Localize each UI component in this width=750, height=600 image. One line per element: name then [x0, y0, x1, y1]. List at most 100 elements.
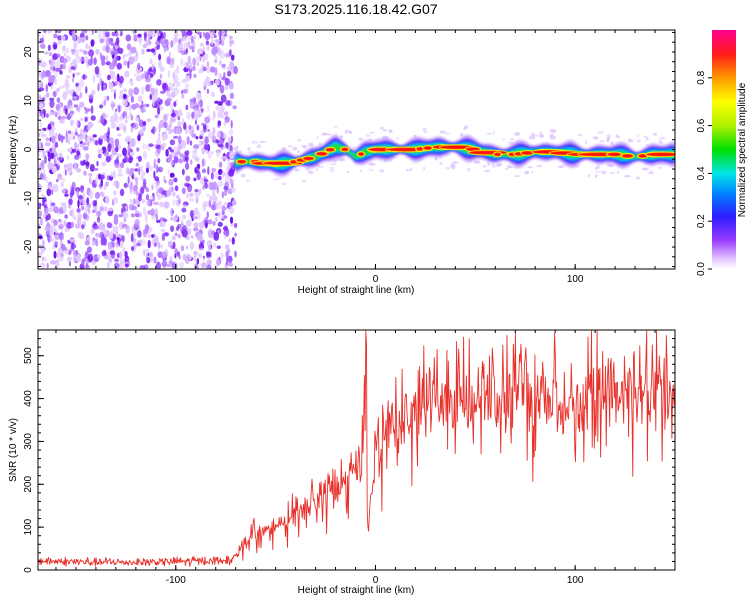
noise-speckle	[177, 146, 181, 154]
noise-speckle	[125, 34, 132, 42]
noise-speckle	[157, 97, 161, 103]
noise-speckle	[128, 104, 132, 112]
noise-speckle	[88, 49, 95, 57]
noise-speckle	[105, 31, 110, 38]
noise-speckle	[156, 188, 159, 197]
noise-speckle	[150, 257, 154, 263]
noise-speckle	[50, 84, 54, 90]
faint-speckle	[346, 170, 350, 174]
noise-speckle	[116, 153, 123, 158]
noise-speckle	[42, 150, 46, 158]
noise-speckle	[234, 232, 237, 237]
noise-speckle	[38, 252, 43, 257]
noise-speckle	[180, 30, 186, 34]
noise-speckle	[40, 71, 44, 80]
noise-speckle	[43, 257, 47, 262]
noise-speckle	[200, 262, 207, 269]
noise-speckle	[118, 33, 121, 37]
noise-speckle	[91, 260, 97, 265]
noise-speckle	[122, 100, 128, 107]
noise-speckle	[134, 177, 139, 181]
noise-speckle	[107, 251, 110, 260]
noise-speckle	[116, 73, 120, 82]
noise-speckle	[213, 138, 217, 144]
noise-speckle	[203, 144, 209, 151]
noise-speckle	[213, 231, 220, 241]
noise-speckle	[137, 62, 141, 70]
noise-speckle	[62, 63, 66, 70]
noise-speckle	[63, 219, 67, 227]
faint-speckle	[539, 131, 542, 136]
noise-speckle	[174, 68, 180, 74]
noise-speckle	[121, 203, 127, 207]
noise-speckle	[80, 205, 85, 211]
noise-speckle	[198, 243, 201, 249]
noise-speckle	[181, 187, 186, 195]
noise-speckle	[170, 87, 176, 92]
faint-speckle	[524, 170, 530, 175]
noise-speckle	[162, 114, 168, 122]
faint-speckle	[380, 126, 384, 130]
noise-speckle	[45, 137, 50, 142]
noise-speckle	[145, 187, 150, 193]
noise-speckle	[80, 36, 86, 43]
noise-speckle	[168, 178, 174, 186]
noise-speckle	[56, 30, 62, 34]
faint-speckle	[326, 133, 332, 136]
noise-speckle	[196, 258, 200, 265]
noise-speckle	[168, 130, 172, 135]
noise-speckle	[185, 236, 190, 240]
noise-speckle	[160, 167, 163, 171]
noise-speckle	[88, 173, 93, 177]
noise-speckle	[178, 198, 181, 205]
noise-speckle	[87, 246, 92, 253]
noise-speckle	[164, 179, 167, 184]
noise-speckle	[219, 137, 225, 145]
noise-speckle	[91, 30, 95, 36]
noise-speckle	[131, 205, 138, 211]
noise-speckle	[167, 169, 170, 174]
noise-speckle	[120, 32, 123, 37]
noise-speckle	[202, 158, 205, 168]
noise-speckle	[160, 38, 164, 45]
noise-speckle	[106, 135, 110, 144]
noise-speckle	[124, 70, 130, 78]
noise-speckle	[148, 83, 151, 89]
noise-speckle	[142, 206, 147, 216]
noise-speckle	[182, 253, 187, 261]
noise-speckle	[215, 203, 222, 210]
noise-speckle	[93, 254, 96, 259]
noise-speckle	[82, 199, 87, 205]
noise-speckle	[76, 168, 82, 173]
noise-speckle	[49, 99, 55, 109]
noise-speckle	[83, 50, 88, 55]
noise-speckle	[186, 227, 192, 236]
noise-speckle	[131, 246, 135, 251]
faint-speckle	[491, 164, 496, 168]
faint-speckle	[653, 132, 658, 136]
faint-speckle	[616, 171, 620, 174]
noise-speckle	[161, 233, 166, 241]
noise-speckle	[97, 33, 103, 40]
noise-speckle	[184, 151, 187, 156]
noise-speckle	[80, 56, 83, 63]
noise-speckle	[233, 223, 238, 228]
noise-speckle	[124, 263, 129, 268]
noise-speckle	[130, 114, 134, 121]
noise-speckle	[170, 103, 174, 113]
noise-speckle	[142, 178, 147, 186]
noise-speckle	[64, 214, 68, 219]
noise-speckle	[183, 41, 189, 49]
noise-speckle	[83, 56, 90, 63]
noise-speckle	[137, 33, 142, 38]
faint-speckle	[510, 138, 514, 141]
noise-speckle	[193, 73, 197, 78]
faint-speckle	[606, 134, 612, 137]
noise-speckle	[116, 236, 120, 241]
faint-speckle	[388, 129, 393, 133]
noise-speckle	[74, 162, 77, 172]
noise-speckle	[94, 66, 100, 75]
noise-speckle	[80, 144, 84, 148]
noise-speckle	[82, 142, 87, 146]
faint-speckle	[257, 143, 261, 147]
